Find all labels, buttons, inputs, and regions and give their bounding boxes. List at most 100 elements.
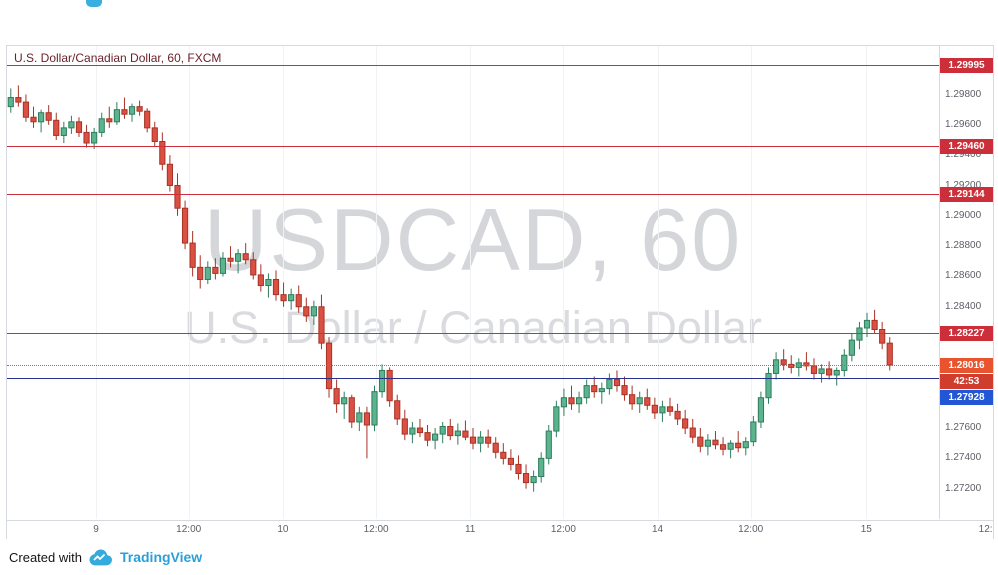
candle-body <box>401 418 408 435</box>
candle-body <box>886 342 893 366</box>
candle-body <box>826 368 833 376</box>
current-price-badge: 1.28016 <box>940 357 993 373</box>
candle-body <box>363 412 371 426</box>
price-tick-label: 1.27200 <box>945 482 982 494</box>
candle-body <box>53 119 60 136</box>
price-tick-label: 1.27600 <box>945 422 982 433</box>
candle-body <box>113 109 120 123</box>
candle-body <box>750 421 757 443</box>
candle-body <box>462 430 469 438</box>
price-tick-label: 1.28800 <box>945 240 982 252</box>
price-tick-label: 1.29800 <box>945 88 982 100</box>
time-tick-label: 12:00 <box>550 524 576 535</box>
candle-body <box>598 388 605 393</box>
candle-body <box>265 278 272 287</box>
candle-body <box>447 426 454 437</box>
candle-body <box>810 365 818 374</box>
price-tick-label: 1.27400 <box>945 452 982 464</box>
chart-plot-area[interactable]: USDCAD, 60 U.S. Dollar / Canadian Dollar… <box>7 46 939 519</box>
candle-body <box>45 112 52 121</box>
candle-body <box>341 397 348 405</box>
tradingview-link[interactable]: TradingView <box>119 549 203 565</box>
price-axis[interactable]: 1.29800 1.29600 1.29400 1.29200 1.29000 1.288… <box>939 46 993 519</box>
candle-body <box>250 259 257 276</box>
grid-line <box>866 46 868 519</box>
candle-body <box>871 319 878 330</box>
grid-line <box>470 46 472 519</box>
chart-widget: USDCAD, 60 U.S. Dollar / Canadian Dollar… <box>6 45 994 539</box>
candle-body <box>659 406 666 414</box>
price-tick-label: 1.29600 <box>945 118 982 130</box>
time-tick-label: 12:00 <box>738 524 764 535</box>
candle-body <box>606 379 613 390</box>
time-tick-label: 12:00 <box>176 524 202 535</box>
candle-body <box>530 476 537 484</box>
candle-body <box>128 106 136 115</box>
candle-body <box>83 131 90 144</box>
candle-body <box>704 439 711 447</box>
candle-body <box>60 127 67 136</box>
price-tick-label: 1.29400 <box>945 149 982 161</box>
candle-body <box>197 266 204 280</box>
price-level-line[interactable] <box>7 146 939 148</box>
price-level-badge: 1.29144 <box>940 186 993 202</box>
grid-line <box>563 46 565 519</box>
price-level-badge: 1.29995 <box>940 57 993 73</box>
candle-body <box>742 441 749 449</box>
candle-body <box>492 442 499 453</box>
candle-body <box>22 101 30 118</box>
candle-body <box>144 110 151 129</box>
candle-body <box>424 432 431 441</box>
candle-body <box>378 369 386 393</box>
candle-body <box>477 436 484 444</box>
candle-body <box>682 418 689 429</box>
candle-body <box>772 359 780 374</box>
cropped-cloud-logo-fragment <box>86 0 102 7</box>
tradingview-cloud-icon[interactable] <box>89 549 113 566</box>
candle-body <box>98 118 105 133</box>
candle-body <box>303 306 310 317</box>
price-level-line[interactable] <box>7 333 939 334</box>
candle-body <box>257 274 264 287</box>
candle-body <box>613 379 621 387</box>
candle-body <box>879 329 886 344</box>
created-with-text: Created with <box>9 549 82 565</box>
price-level-badge: 1.28227 <box>940 325 993 341</box>
candle-body <box>674 410 681 420</box>
price-level-line[interactable] <box>7 65 939 66</box>
candle-body <box>227 257 234 262</box>
grid-line <box>96 46 97 519</box>
candle-body <box>500 451 507 459</box>
time-tick-label: 14 <box>651 524 664 535</box>
candle-body <box>833 369 840 376</box>
price-level-line[interactable] <box>7 378 939 380</box>
candlestick-series[interactable] <box>7 46 939 519</box>
price-tick-label: 1.28400 <box>945 300 982 312</box>
candle-body <box>212 266 219 274</box>
candle-body <box>295 294 302 308</box>
candle-body <box>841 354 848 371</box>
candle-body <box>30 116 37 123</box>
candle-body <box>545 430 552 459</box>
time-tick-label: 12:00 <box>363 524 389 535</box>
grid-line <box>750 46 752 519</box>
candle-body <box>538 457 545 478</box>
candle-body <box>181 207 189 244</box>
candle-body <box>371 391 378 426</box>
candle-body <box>780 359 787 365</box>
candle-body <box>68 121 75 129</box>
price-tick-label: 1.28600 <box>945 270 982 282</box>
candle-body <box>409 427 416 435</box>
time-tick-label: 15 <box>860 524 872 535</box>
current-price-line[interactable] <box>7 365 939 366</box>
time-axis[interactable]: 9 12:00 10 12:00 11 12:00 14 12:00 15 12: <box>7 520 993 539</box>
price-level-line[interactable] <box>7 194 939 195</box>
attribution-bar: Created with TradingView <box>0 539 998 575</box>
candle-body <box>15 97 22 103</box>
chart-legend[interactable]: U.S. Dollar/Canadian Dollar, 60, FXCM <box>14 51 222 65</box>
candle-body <box>454 430 461 437</box>
candle-body <box>522 473 530 484</box>
candle-body <box>560 397 568 408</box>
candle-body <box>106 118 113 123</box>
